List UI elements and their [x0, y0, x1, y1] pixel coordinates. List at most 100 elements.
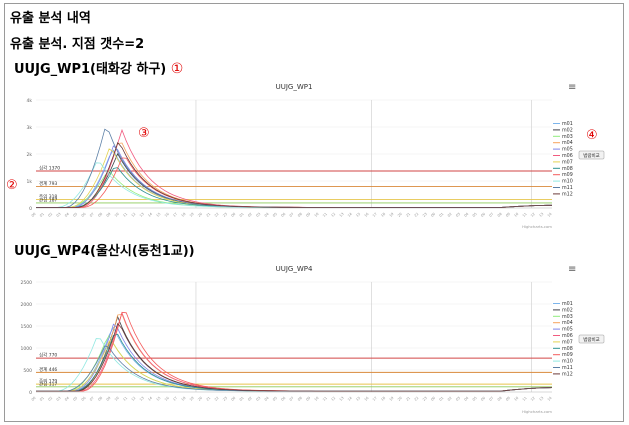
x-tick-label: 02 [47, 212, 53, 218]
x-tick-label: 19 [189, 212, 195, 218]
x-tick-label: 07 [289, 212, 295, 218]
y-tick-label: 2000 [21, 302, 33, 308]
x-tick-label: 07 [89, 212, 95, 218]
x-tick-label: 23 [222, 396, 228, 402]
x-tick-label: 06 [280, 212, 286, 218]
x-tick-label: 20 [197, 212, 203, 218]
legend-item[interactable]: m04 [562, 140, 573, 146]
x-tick-label: 10 [513, 212, 519, 218]
annotation-3: ③ [138, 126, 150, 141]
legend-item[interactable]: m12 [562, 191, 573, 197]
x-tick-label: 13 [538, 396, 544, 402]
threshold-label: 주의 318 [39, 193, 57, 200]
compare-flood-button[interactable] [578, 150, 605, 160]
legend-item[interactable]: m11 [562, 365, 573, 371]
x-tick-label: 08 [497, 212, 503, 218]
compare-flood-button-label[interactable]: 범람비교 [583, 336, 600, 343]
y-tick-label: 1k [27, 179, 33, 185]
x-tick-label: 17 [172, 212, 178, 218]
legend-item[interactable]: m03 [562, 134, 573, 140]
legend-item[interactable]: m08 [562, 166, 573, 172]
x-tick-label: 00 [430, 212, 436, 218]
legend-item[interactable]: m12 [562, 371, 573, 377]
legend-item[interactable]: m07 [562, 159, 573, 165]
legend-item[interactable]: m06 [562, 333, 573, 339]
legend-item[interactable]: m01 [562, 301, 573, 307]
x-tick-label: 14 [547, 395, 554, 402]
x-tick-label: 18 [181, 396, 187, 402]
x-tick-label: 15 [156, 396, 162, 402]
section-title-wp1: UUJG_WP1(태화강 하구) ① [14, 58, 183, 77]
x-tick-label: 09 [505, 212, 511, 218]
x-tick-label: 05 [72, 396, 78, 402]
x-tick-label: 12 [131, 212, 137, 218]
x-tick-label: 20 [397, 396, 403, 402]
y-tick-label: 2500 [21, 280, 33, 286]
y-tick-label: 1000 [21, 346, 33, 352]
hamburger-menu-icon[interactable]: ≡ [568, 82, 576, 93]
legend-item[interactable]: m01 [562, 121, 573, 127]
hamburger-menu-icon[interactable]: ≡ [568, 264, 576, 275]
compare-flood-button[interactable] [578, 334, 605, 344]
chart-credit[interactable]: Highcharts.com [522, 224, 552, 229]
legend-item[interactable]: m05 [562, 327, 573, 333]
x-tick-label: 06 [480, 396, 486, 402]
x-tick-label: 03 [455, 212, 461, 218]
y-tick-label: 3k [27, 125, 33, 131]
x-tick-label: 00 [31, 396, 37, 402]
y-tick-label: 4k [27, 98, 33, 104]
page-title: 유출 분석 내역 [10, 11, 91, 26]
x-tick-label: 11 [122, 396, 128, 402]
x-tick-label: 06 [81, 396, 87, 402]
x-tick-label: 22 [214, 396, 220, 402]
chart-credit[interactable]: Highcharts.com [522, 409, 552, 414]
x-tick-label: 08 [297, 396, 303, 402]
compare-flood-button-label[interactable]: 범람비교 [583, 152, 600, 159]
legend-item[interactable]: m10 [562, 179, 573, 185]
x-tick-label: 06 [81, 212, 87, 218]
legend-item[interactable]: m03 [562, 314, 573, 320]
x-tick-label: 01 [239, 396, 245, 402]
legend-item[interactable]: m11 [562, 185, 573, 191]
x-tick-label: 14 [547, 211, 554, 218]
x-tick-label: 21 [205, 396, 211, 402]
x-tick-label: 03 [255, 212, 261, 218]
x-tick-label: 15 [355, 396, 361, 402]
x-tick-label: 14 [147, 211, 154, 218]
legend-item[interactable]: m09 [562, 172, 573, 178]
x-tick-label: 15 [156, 212, 162, 218]
x-tick-label: 10 [513, 396, 519, 402]
legend-item[interactable]: m02 [562, 307, 573, 313]
x-tick-label: 08 [297, 212, 303, 218]
legend-item[interactable]: m02 [562, 127, 573, 133]
x-tick-label: 01 [239, 212, 245, 218]
report-frame [4, 3, 624, 422]
x-tick-label: 19 [189, 396, 195, 402]
legend-item[interactable]: m08 [562, 346, 573, 352]
x-tick-label: 09 [106, 212, 112, 218]
x-tick-label: 00 [230, 212, 236, 218]
threshold-label: 심각 770 [39, 352, 57, 359]
x-tick-label: 13 [339, 396, 345, 402]
y-tick-label: 1500 [21, 324, 33, 330]
legend-item[interactable]: m05 [562, 147, 573, 153]
x-tick-label: 07 [289, 396, 295, 402]
x-tick-label: 11 [322, 396, 328, 402]
legend-item[interactable]: m10 [562, 359, 573, 365]
x-tick-label: 02 [47, 396, 53, 402]
legend-item[interactable]: m04 [562, 320, 573, 326]
threshold-label: 경계 446 [39, 366, 57, 373]
x-tick-label: 13 [339, 212, 345, 218]
x-tick-label: 03 [56, 212, 62, 218]
x-tick-label: 11 [522, 212, 528, 218]
x-tick-label: 20 [397, 212, 403, 218]
x-tick-label: 10 [314, 212, 320, 218]
x-tick-label: 01 [439, 212, 445, 218]
legend-item[interactable]: m06 [562, 153, 573, 159]
legend-item[interactable]: m07 [562, 339, 573, 345]
x-tick-label: 01 [39, 396, 45, 402]
x-tick-label: 05 [472, 396, 478, 402]
x-tick-label: 14 [347, 211, 354, 218]
legend-item[interactable]: m09 [562, 352, 573, 358]
